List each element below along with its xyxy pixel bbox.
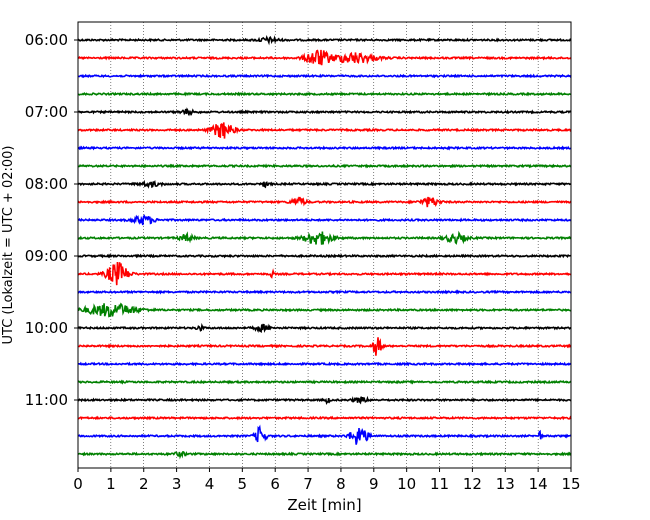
trace-line bbox=[77, 379, 572, 385]
x-tick-label: 12 bbox=[463, 475, 482, 493]
trace-line bbox=[77, 179, 572, 189]
y-tick-label: 11:00 bbox=[25, 391, 68, 409]
trace-line bbox=[77, 214, 572, 226]
x-axis-ticks: 0 1 2 3 4 5 6 7 8 9 10 11 12 13 14 15 bbox=[73, 468, 581, 493]
x-tick-label: 11 bbox=[430, 475, 449, 493]
trace-line bbox=[77, 163, 572, 169]
y-axis-ticks: 06:00 07:00 08:00 09:00 10:00 11:00 bbox=[25, 31, 78, 409]
trace-line bbox=[77, 49, 572, 66]
trace-line bbox=[77, 289, 572, 295]
trace-line bbox=[77, 73, 572, 79]
y-tick-label: 09:00 bbox=[25, 247, 68, 265]
x-tick-label: 2 bbox=[139, 475, 149, 493]
x-tick-label: 15 bbox=[561, 475, 580, 493]
plot-frame bbox=[77, 21, 572, 469]
trace-line bbox=[77, 107, 572, 117]
trace-line bbox=[77, 196, 572, 208]
y-tick-label: 08:00 bbox=[25, 175, 68, 193]
y-tick-label: 07:00 bbox=[25, 103, 68, 121]
trace-line bbox=[77, 91, 572, 97]
x-tick-label: 6 bbox=[270, 475, 280, 493]
x-tick-label: 14 bbox=[529, 475, 548, 493]
trace-line bbox=[77, 262, 572, 286]
y-axis-label: UTC (Lokalzeit = UTC + 02:00) bbox=[1, 146, 16, 345]
trace-line bbox=[77, 230, 572, 245]
trace-line bbox=[77, 415, 572, 421]
trace-line bbox=[77, 337, 572, 356]
trace-line bbox=[77, 361, 572, 367]
trace-line bbox=[77, 424, 572, 445]
trace-line bbox=[77, 451, 572, 460]
x-axis-label: Zeit [min] bbox=[287, 496, 361, 514]
x-tick-label: 13 bbox=[496, 475, 515, 493]
trace-line bbox=[77, 35, 572, 46]
trace-line bbox=[77, 145, 572, 151]
y-tick-label: 10:00 bbox=[25, 319, 68, 337]
seismic-traces bbox=[77, 35, 572, 460]
x-tick-label: 10 bbox=[397, 475, 416, 493]
x-tick-label: 9 bbox=[369, 475, 379, 493]
x-tick-label: 0 bbox=[73, 475, 83, 493]
trace-line bbox=[77, 395, 572, 406]
grid-lines bbox=[110, 22, 539, 468]
x-tick-label: 5 bbox=[238, 475, 248, 493]
x-tick-label: 4 bbox=[205, 475, 215, 493]
trace-line bbox=[77, 122, 572, 139]
x-tick-label: 7 bbox=[303, 475, 313, 493]
trace-line bbox=[77, 253, 572, 259]
y-tick-label: 06:00 bbox=[25, 31, 68, 49]
trace-line bbox=[77, 302, 572, 318]
trace-line bbox=[77, 322, 572, 334]
x-tick-label: 8 bbox=[336, 475, 346, 493]
x-tick-label: 3 bbox=[172, 475, 182, 493]
x-tick-label: 1 bbox=[106, 475, 116, 493]
